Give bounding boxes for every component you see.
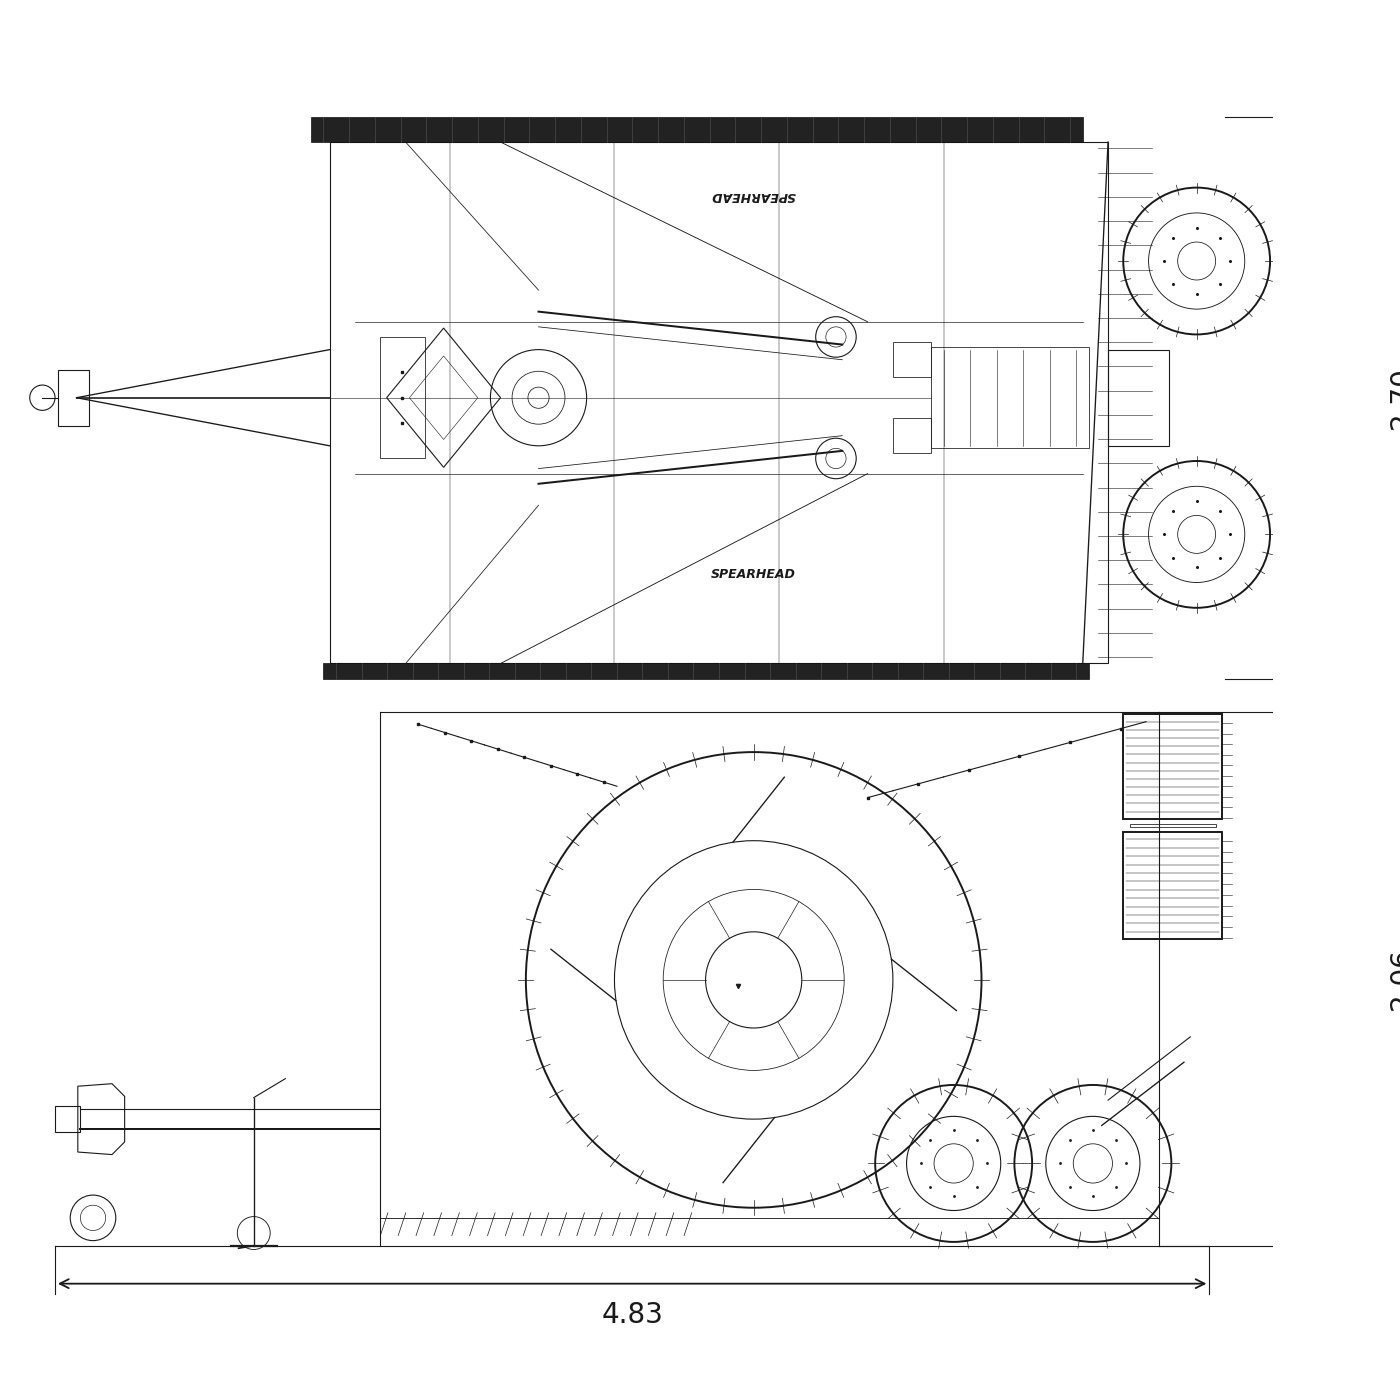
- Polygon shape: [311, 116, 1082, 141]
- Text: 2.70: 2.70: [1387, 367, 1400, 428]
- Text: 2.06: 2.06: [1387, 948, 1400, 1009]
- Text: SPEARHEAD: SPEARHEAD: [711, 189, 797, 202]
- Polygon shape: [323, 664, 1089, 679]
- Text: SPEARHEAD: SPEARHEAD: [711, 568, 797, 581]
- Text: 4.83: 4.83: [601, 1302, 664, 1330]
